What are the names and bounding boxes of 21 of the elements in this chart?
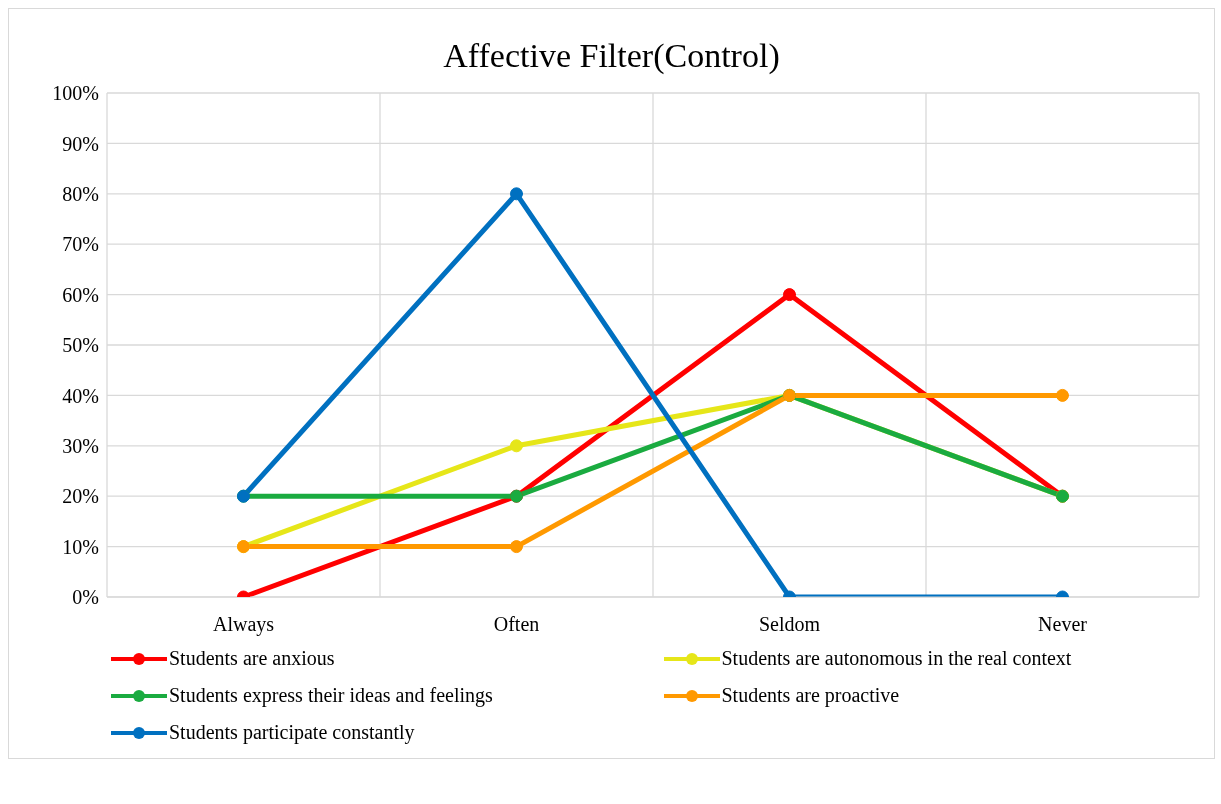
- legend-label: Students are autonomous in the real context: [721, 647, 1072, 670]
- y-tick-label: 90%: [62, 132, 99, 155]
- x-tick-label: Never: [1038, 613, 1088, 636]
- y-tick-label: 80%: [62, 182, 99, 205]
- y-tick-label: 50%: [62, 334, 99, 357]
- x-tick-label: Often: [493, 613, 540, 636]
- y-tick-label: 40%: [62, 384, 99, 407]
- x-tick-label: Seldom: [758, 613, 821, 636]
- y-tick-label: 60%: [62, 283, 99, 306]
- y-tick-label: 20%: [62, 485, 99, 508]
- legend-label: Students express their ideas and feelings: [169, 684, 493, 707]
- y-tick-label: 0%: [72, 586, 99, 609]
- legend-label: Students are anxious: [169, 647, 335, 670]
- y-tick-label: 30%: [62, 434, 99, 457]
- y-tick-label: 70%: [62, 233, 99, 256]
- x-tick-label: Always: [212, 613, 275, 637]
- chart-title: Affective Filter(Control): [442, 36, 781, 76]
- legend-label: Students are proactive: [721, 684, 900, 707]
- y-tick-label: 10%: [62, 535, 99, 558]
- y-tick-label: 100%: [52, 82, 99, 105]
- legend-label: Students participate constantly: [169, 721, 415, 744]
